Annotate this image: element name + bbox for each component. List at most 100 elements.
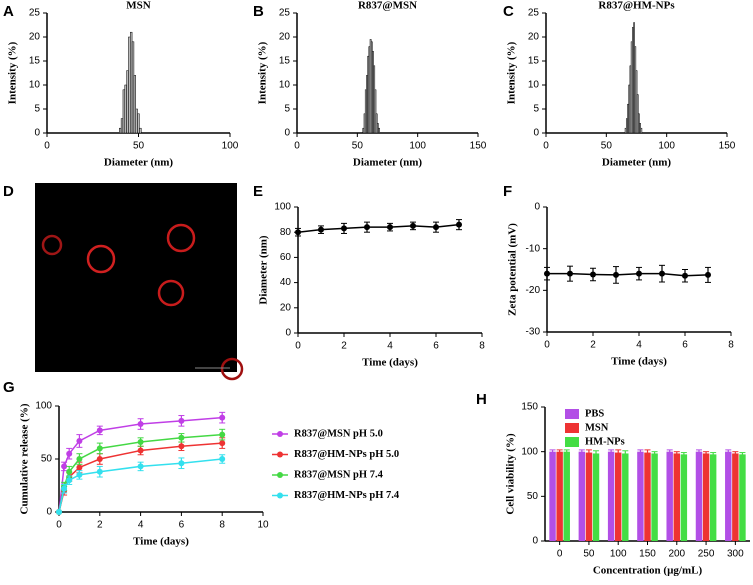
x-tick-label: 8: [219, 520, 225, 531]
panel-label: A: [3, 3, 14, 20]
x-tick-label: 0: [56, 520, 62, 531]
y-tick-label: 5: [284, 104, 290, 115]
x-tick-label: 200: [668, 549, 685, 560]
bar: [120, 118, 124, 134]
marker: [456, 221, 462, 228]
x-tick-label: 150: [639, 549, 656, 560]
marker: [137, 447, 144, 454]
marker: [96, 427, 103, 434]
bar: [119, 127, 122, 134]
x-axis-title: Diameter (nm): [353, 157, 422, 169]
y-axis-title: Intensity (%): [7, 41, 19, 104]
x-axis-title: Diameter (nm): [104, 157, 173, 169]
marker: [178, 434, 185, 441]
bar: [124, 84, 127, 134]
legend-marker: [277, 492, 283, 499]
y-tick-label: 5: [533, 104, 539, 115]
marker: [178, 460, 185, 467]
bar: [135, 108, 138, 134]
panel-label: C: [503, 3, 514, 20]
bar: [585, 452, 593, 541]
bar: [651, 453, 658, 541]
bar: [578, 451, 586, 541]
y-tick-label: 0: [284, 128, 290, 139]
marker: [96, 456, 103, 462]
bar: [680, 454, 688, 541]
marker: [76, 437, 83, 444]
legend-swatch: [565, 437, 579, 447]
y-tick-label: 20: [528, 32, 540, 43]
marker: [219, 414, 226, 421]
marker: [96, 468, 103, 475]
y-tick-label: 0: [34, 128, 40, 139]
marker: [636, 270, 642, 277]
y-tick-label: -30: [526, 327, 541, 338]
legend-label: R837@MSN pH 5.0: [294, 428, 383, 439]
marker: [318, 226, 324, 233]
bar: [709, 454, 717, 541]
marker: [433, 224, 439, 231]
marker: [590, 271, 596, 278]
bar: [549, 451, 556, 541]
x-tick-label: 0: [543, 141, 549, 152]
x-tick-label: 100: [658, 141, 675, 152]
x-axis-title: Concentration (µg/mL): [593, 565, 703, 577]
marker: [178, 417, 185, 424]
chart-title: R837@MSN: [358, 0, 417, 12]
x-axis-title: Time (days): [611, 356, 667, 368]
bar: [378, 127, 380, 134]
x-tick-label: 10: [257, 520, 269, 531]
chart-title: R837@HM-NPs: [598, 0, 675, 12]
y-tick-label: 20: [29, 32, 41, 43]
x-axis-title: Time (days): [362, 357, 418, 369]
marker: [387, 224, 393, 231]
marker: [61, 463, 68, 470]
marker: [56, 509, 62, 515]
bar: [607, 451, 615, 541]
bar: [563, 451, 570, 541]
legend-marker: [277, 431, 283, 437]
x-tick-label: 250: [698, 549, 715, 560]
x-tick-label: 0: [294, 141, 300, 152]
legend-swatch: [565, 409, 579, 419]
x-tick-label: 50: [583, 549, 595, 560]
x-tick-label: 8: [479, 341, 485, 352]
y-tick-label: 15: [29, 56, 41, 67]
marker: [364, 224, 370, 231]
marker: [66, 477, 73, 484]
x-tick-label: 300: [727, 549, 744, 560]
bar: [702, 453, 710, 541]
bar: [732, 453, 739, 541]
x-tick-label: 100: [610, 549, 627, 560]
y-tick-label: -20: [526, 285, 541, 296]
bar: [128, 36, 131, 134]
y-axis-title: Diameter (nm): [258, 235, 270, 304]
y-tick-label: 0: [46, 507, 52, 518]
marker: [705, 271, 711, 278]
x-tick-label: 6: [433, 341, 439, 352]
y-tick-label: 0: [532, 536, 538, 547]
marker: [410, 222, 416, 229]
y-tick-label: 10: [29, 80, 41, 91]
x-tick-label: 8: [728, 340, 734, 351]
y-axis-title: Zeta potential (mV): [507, 223, 519, 316]
x-tick-label: 0: [544, 340, 550, 351]
legend-swatch: [565, 423, 579, 433]
y-tick-label: 20: [279, 32, 291, 43]
bar: [666, 451, 673, 541]
y-tick-label: 80: [280, 227, 292, 238]
x-axis-title: Time (days): [133, 536, 189, 548]
legend-label: R837@HM-NPs pH 5.0: [294, 449, 399, 460]
bar: [556, 451, 563, 541]
y-tick-label: 5: [34, 104, 40, 115]
y-tick-label: 50: [41, 454, 53, 465]
marker: [96, 445, 103, 452]
chart-title: MSN: [126, 0, 151, 12]
legend-label: PBS: [585, 408, 604, 419]
panel-label: F: [503, 183, 512, 200]
marker: [682, 272, 688, 279]
bar: [130, 31, 133, 134]
bar: [739, 454, 746, 541]
y-tick-label: 150: [521, 402, 538, 413]
y-tick-label: 25: [29, 8, 41, 19]
